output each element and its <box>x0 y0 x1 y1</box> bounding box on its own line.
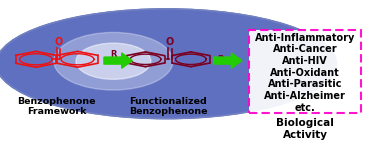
Ellipse shape <box>141 56 192 72</box>
Text: Anti-Alzheimer: Anti-Alzheimer <box>264 91 346 101</box>
FancyArrow shape <box>214 53 242 68</box>
Text: Anti-Inflammatory: Anti-Inflammatory <box>255 33 355 43</box>
Ellipse shape <box>47 25 285 102</box>
FancyArrow shape <box>104 53 132 68</box>
Ellipse shape <box>54 32 173 90</box>
Ellipse shape <box>81 36 251 91</box>
Text: O: O <box>54 37 63 47</box>
Text: R: R <box>217 55 224 64</box>
Ellipse shape <box>0 9 336 119</box>
Ellipse shape <box>98 42 234 86</box>
Ellipse shape <box>13 14 319 113</box>
Ellipse shape <box>119 48 214 79</box>
Text: Anti-Parasitic: Anti-Parasitic <box>268 79 342 89</box>
Text: Biological
Activity: Biological Activity <box>276 118 334 140</box>
FancyBboxPatch shape <box>249 30 361 113</box>
Ellipse shape <box>30 20 302 108</box>
Text: etc.: etc. <box>295 103 316 113</box>
Text: O: O <box>166 37 174 47</box>
Text: Benzophenone
Framework: Benzophenone Framework <box>17 97 96 116</box>
Text: 1: 1 <box>119 56 124 61</box>
Text: Anti-Oxidant: Anti-Oxidant <box>270 68 340 78</box>
Text: R: R <box>110 50 117 59</box>
Text: Anti-HIV: Anti-HIV <box>282 56 328 66</box>
Text: Anti-Cancer: Anti-Cancer <box>273 44 338 54</box>
Ellipse shape <box>64 31 268 97</box>
Text: Functionalized
Benzophenone: Functionalized Benzophenone <box>129 97 208 116</box>
Ellipse shape <box>76 43 151 79</box>
